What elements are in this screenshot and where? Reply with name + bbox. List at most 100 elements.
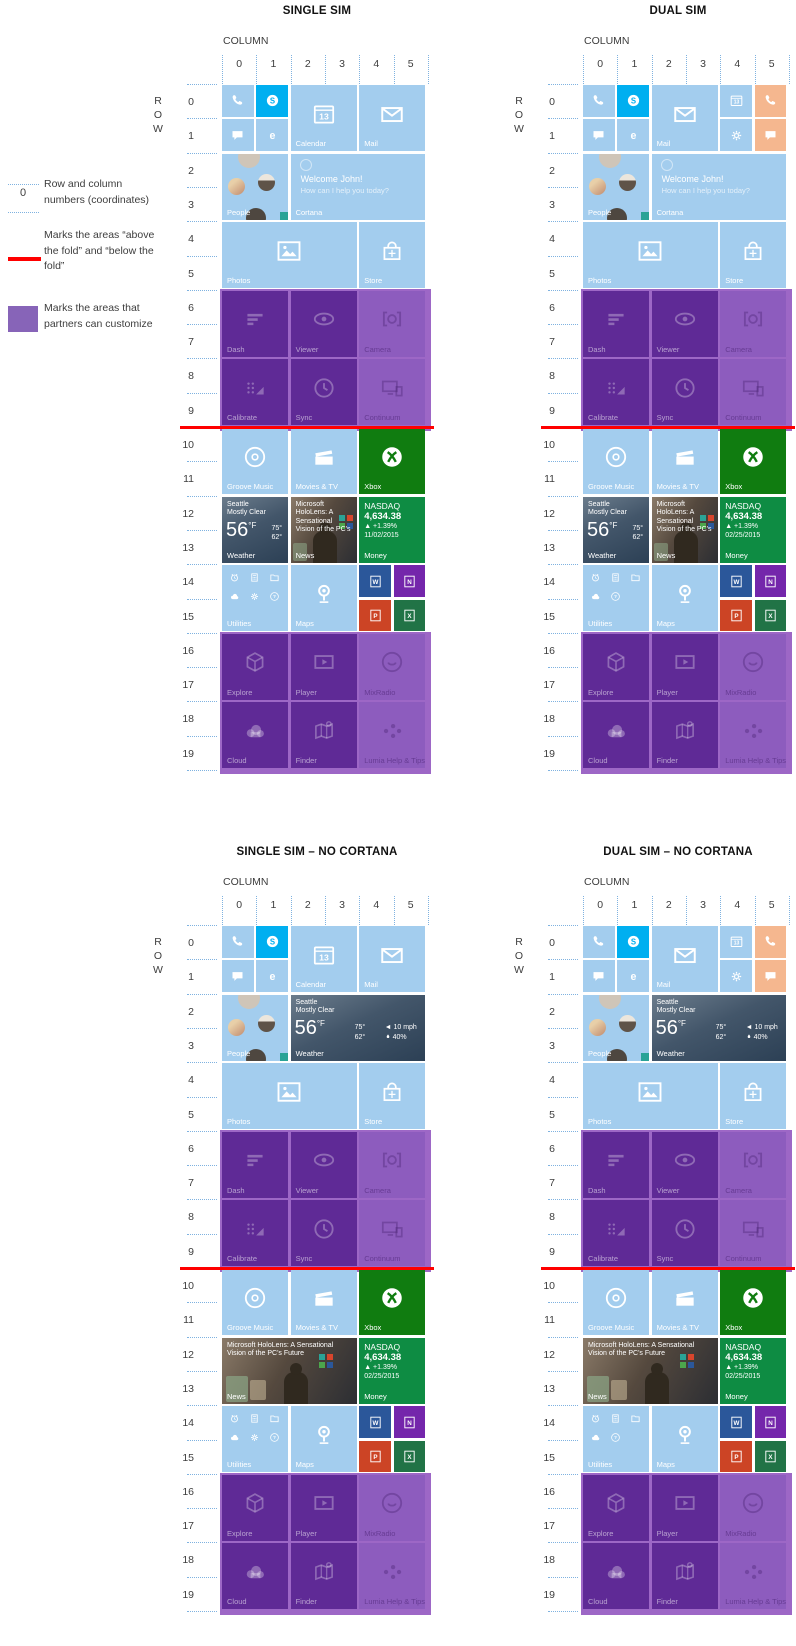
tile-icon-wrap <box>583 119 615 151</box>
tile-people: People <box>583 994 650 1061</box>
column-number: 4 <box>734 58 741 70</box>
tile-label: Sync <box>295 413 313 423</box>
alarm-icon <box>229 1413 240 1424</box>
row-dash <box>187 152 217 154</box>
tile-cloud: Cloud <box>583 702 650 769</box>
onenote-icon: N <box>402 574 417 589</box>
tile-label: People <box>588 207 612 217</box>
grid-title: DUAL SIM – NO CORTANA <box>603 846 753 858</box>
tile-icon-wrap <box>222 1063 357 1129</box>
finder-icon <box>672 1559 698 1585</box>
tile-utilities: ? Utilities <box>222 1406 289 1473</box>
row-dash <box>548 324 578 326</box>
grid-title: SINGLE SIM – NO CORTANA <box>236 846 398 858</box>
row-dash <box>187 1439 217 1441</box>
tile-icon-wrap: W <box>720 565 752 597</box>
tile-calibrate: Calibrate <box>583 1200 650 1267</box>
row-number: 1 <box>549 971 555 984</box>
svg-text:W: W <box>733 1420 739 1427</box>
mail-icon <box>672 942 698 968</box>
avatar <box>619 1014 636 1032</box>
svg-text:?: ? <box>614 1435 617 1440</box>
powerpoint-icon: P <box>368 1449 383 1464</box>
gear-icon <box>729 969 744 984</box>
tile-label: Mail <box>364 980 378 990</box>
utility-cloud-slot <box>590 1432 601 1443</box>
word-icon: W <box>368 574 383 589</box>
tile-phone <box>222 926 254 958</box>
grid-title: SINGLE SIM <box>282 5 352 17</box>
tile-calibrate: Calibrate <box>222 1200 289 1267</box>
money-value: 4,634.38 <box>364 1351 402 1363</box>
row-dash <box>187 1370 217 1372</box>
tile-label: Store <box>725 1117 744 1127</box>
row-number: 0 <box>549 937 555 949</box>
money-change: ▲ +1.39% <box>725 1363 758 1371</box>
cloud-icon <box>603 718 629 744</box>
tile-icon-wrap: P <box>720 1441 752 1473</box>
money-value: 4,634.38 <box>725 1351 763 1363</box>
utility-cloud-slot <box>229 1432 240 1443</box>
photos-icon <box>636 237 664 265</box>
row-dash <box>548 564 578 566</box>
weather-temp: 56°F <box>226 518 257 541</box>
row-number: 0 <box>549 96 555 108</box>
column-number: 0 <box>597 58 604 70</box>
tile-label: Maps <box>656 619 675 629</box>
row-number: 7 <box>188 1177 194 1190</box>
row-number: 4 <box>188 233 194 246</box>
tile-messaging-sim2 <box>754 119 787 152</box>
tile-sync: Sync <box>290 1200 357 1267</box>
svg-text:13: 13 <box>733 100 739 106</box>
row-dash <box>187 1199 217 1201</box>
camera-icon <box>379 306 405 332</box>
tile-icon-wrap: P <box>359 600 391 632</box>
row-dash <box>548 1233 578 1235</box>
tile-icon-wrap <box>652 926 718 992</box>
row-number: 1 <box>188 130 194 143</box>
row-dash <box>187 1542 217 1544</box>
tile-calibrate: Calibrate <box>222 359 289 426</box>
row-dash <box>548 1336 578 1338</box>
tile-icon-wrap <box>720 1543 786 1609</box>
finder-icon <box>672 718 698 744</box>
groove-icon <box>242 444 268 470</box>
row-dash <box>548 461 578 463</box>
utility-folder-slot <box>630 572 641 583</box>
tile-label: Explore <box>588 687 614 697</box>
fold-line <box>180 1267 434 1270</box>
tile-icon-wrap <box>359 1132 425 1198</box>
weather-temp-unit: °F <box>609 520 618 530</box>
column-tick <box>256 55 258 84</box>
bubble-icon <box>763 128 778 143</box>
alarm-icon <box>590 572 601 583</box>
onenote-icon: N <box>763 1415 778 1430</box>
svg-text:X: X <box>768 1454 773 1461</box>
sync-icon <box>311 1216 337 1242</box>
tile-label: Sync <box>656 413 674 423</box>
fold-line <box>541 426 795 429</box>
column-tick <box>256 896 258 925</box>
row-number: 14 <box>543 576 555 589</box>
player-icon <box>672 1490 698 1516</box>
news-person-silhouette <box>284 1362 308 1404</box>
row-number: 19 <box>182 1588 194 1601</box>
row-number: 17 <box>182 679 194 692</box>
row-dash <box>548 255 578 257</box>
movies-icon <box>311 1285 337 1311</box>
row-dash <box>548 925 578 926</box>
tile-phone <box>583 85 615 117</box>
row-dash <box>187 221 217 223</box>
tile-icon-wrap <box>359 222 425 288</box>
tile-icon-wrap <box>652 1475 718 1541</box>
tile-photos: Photos <box>583 1063 718 1130</box>
row-dash <box>548 221 578 223</box>
tile-weather: Seattle Mostly Clear 56°F 75° 62° ◄ 10 mph 40%… <box>290 994 426 1061</box>
tile-icon-wrap <box>291 565 357 631</box>
cube-icon <box>603 1490 629 1516</box>
row-dash <box>187 1233 217 1235</box>
tile-explore: Explore <box>222 1474 289 1541</box>
calendar-icon: 13 <box>729 93 744 108</box>
row-dash <box>187 1062 217 1064</box>
